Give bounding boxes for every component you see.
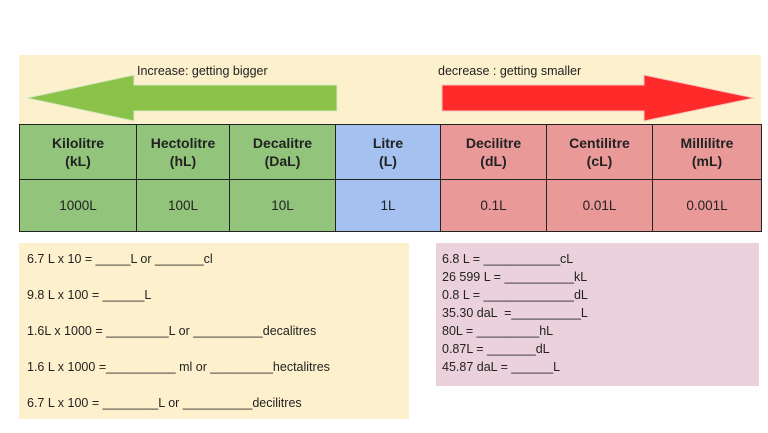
question-line: 45.87 daL = ______L [442,360,561,374]
increase-label: Increase: getting bigger [137,64,268,78]
question-line: 9.8 L x 100 = ______L [27,288,152,302]
unit-value: 10L [229,179,336,232]
question-line: 6.7 L x 100 = ________L or __________dec… [27,396,302,410]
unit-abbr: (dL) [480,153,507,169]
question-line: 1.6L x 1000 = _________L or __________de… [27,324,317,338]
multiplication-questions-box: 6.7 L x 10 = _____L or _______cl 9.8 L x… [19,243,409,419]
unit-value: 0.01L [546,179,653,232]
unit-name: Kilolitre [51,135,105,151]
unit-cell-decilitre: Decilitre (dL) [440,124,547,180]
unit-conversion-table: Kilolitre (kL) Hectolitre (hL) Decalitre (D… [19,124,762,232]
unit-name: Hectolitre [150,135,216,151]
unit-cell-centilitre: Centilitre (cL) [546,124,653,180]
unit-abbr: (DaL) [264,153,301,169]
unit-value: 1L [335,179,441,232]
unit-abbr: (cL) [586,153,613,169]
unit-name: Litre [372,135,404,151]
question-line: 1.6 L x 1000 =__________ ml or _________… [27,360,330,374]
question-line: 35.30 daL =__________L [442,306,588,320]
increase-arrow-icon [26,74,338,122]
question-line: 6.8 L = ___________cL [442,252,574,266]
unit-name-row: Kilolitre (kL) Hectolitre (hL) Decalitre (D… [19,124,762,180]
question-line: 26 599 L = __________kL [442,270,588,284]
decrease-arrow-icon [441,74,755,122]
question-line: 0.8 L = _____________dL [442,288,588,302]
arrow-panel: Increase: getting bigger decrease : gett… [19,55,761,126]
unit-name: Decilitre [465,135,522,151]
unit-cell-millilitre: Millilitre (mL) [652,124,762,180]
unit-name: Decalitre [252,135,313,151]
unit-value-row: 1000L 100L 10L 1L 0.1L 0.01L 0.001L [19,179,762,232]
decrease-label: decrease : getting smaller [438,64,582,78]
question-line: 80L = _________hL [442,324,554,338]
direction-arrows [26,74,755,122]
unit-abbr: (kL) [65,153,91,169]
unit-name: Millilitre [680,135,734,151]
conversion-questions-box: 6.8 L = ___________cL 26 599 L = _______… [436,243,759,386]
unit-value: 100L [136,179,230,232]
unit-cell-decalitre: Decalitre (DaL) [229,124,336,180]
unit-value: 0.1L [440,179,547,232]
unit-cell-hectolitre: Hectolitre (hL) [136,124,230,180]
unit-value: 0.001L [652,179,762,232]
unit-cell-kilolitre: Kilolitre (kL) [19,124,137,180]
unit-cell-litre: Litre (L) [335,124,441,180]
unit-value: 1000L [19,179,137,232]
question-line: 6.7 L x 10 = _____L or _______cl [27,252,213,266]
unit-abbr: (mL) [691,153,723,169]
unit-abbr: (hL) [169,153,197,169]
unit-abbr: (L) [379,153,397,169]
question-line: 0.87L = _______dL [442,342,550,356]
unit-name: Centilitre [569,135,630,151]
